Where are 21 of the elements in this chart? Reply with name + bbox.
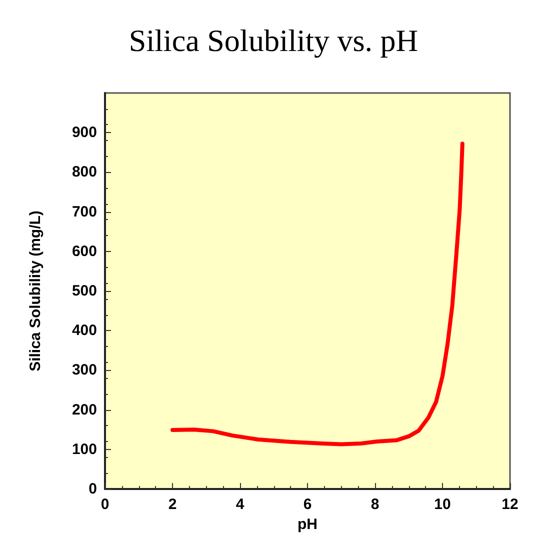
x-axis-title: pH [298, 516, 318, 533]
x-tick-label: 0 [100, 496, 110, 513]
y-tick-label: 800 [72, 164, 97, 181]
x-tick-label: 4 [236, 496, 245, 513]
y-tick-label: 0 [88, 480, 97, 498]
x-tick-label: 10 [434, 496, 451, 513]
y-tick-label: 900 [72, 124, 97, 142]
y-tick-label: 200 [72, 401, 97, 418]
y-axis-title: Silica Solubility (mg/L) [27, 210, 44, 372]
y-tick-label: 600 [72, 242, 97, 260]
x-tick-label: 6 [303, 496, 312, 513]
y-tick-label: 500 [72, 282, 97, 300]
x-tick-label: 12 [502, 496, 518, 513]
x-tick-label: 8 [370, 496, 380, 513]
x-tick-label: 2 [168, 496, 177, 513]
y-tick-label: 400 [72, 322, 97, 340]
line-series [170, 142, 464, 446]
y-tick-label: 700 [72, 203, 97, 220]
chart-title: Silica Solubility vs. pH [128, 23, 418, 58]
y-tick-label: 100 [72, 440, 97, 458]
y-tick-label: 300 [72, 362, 97, 379]
